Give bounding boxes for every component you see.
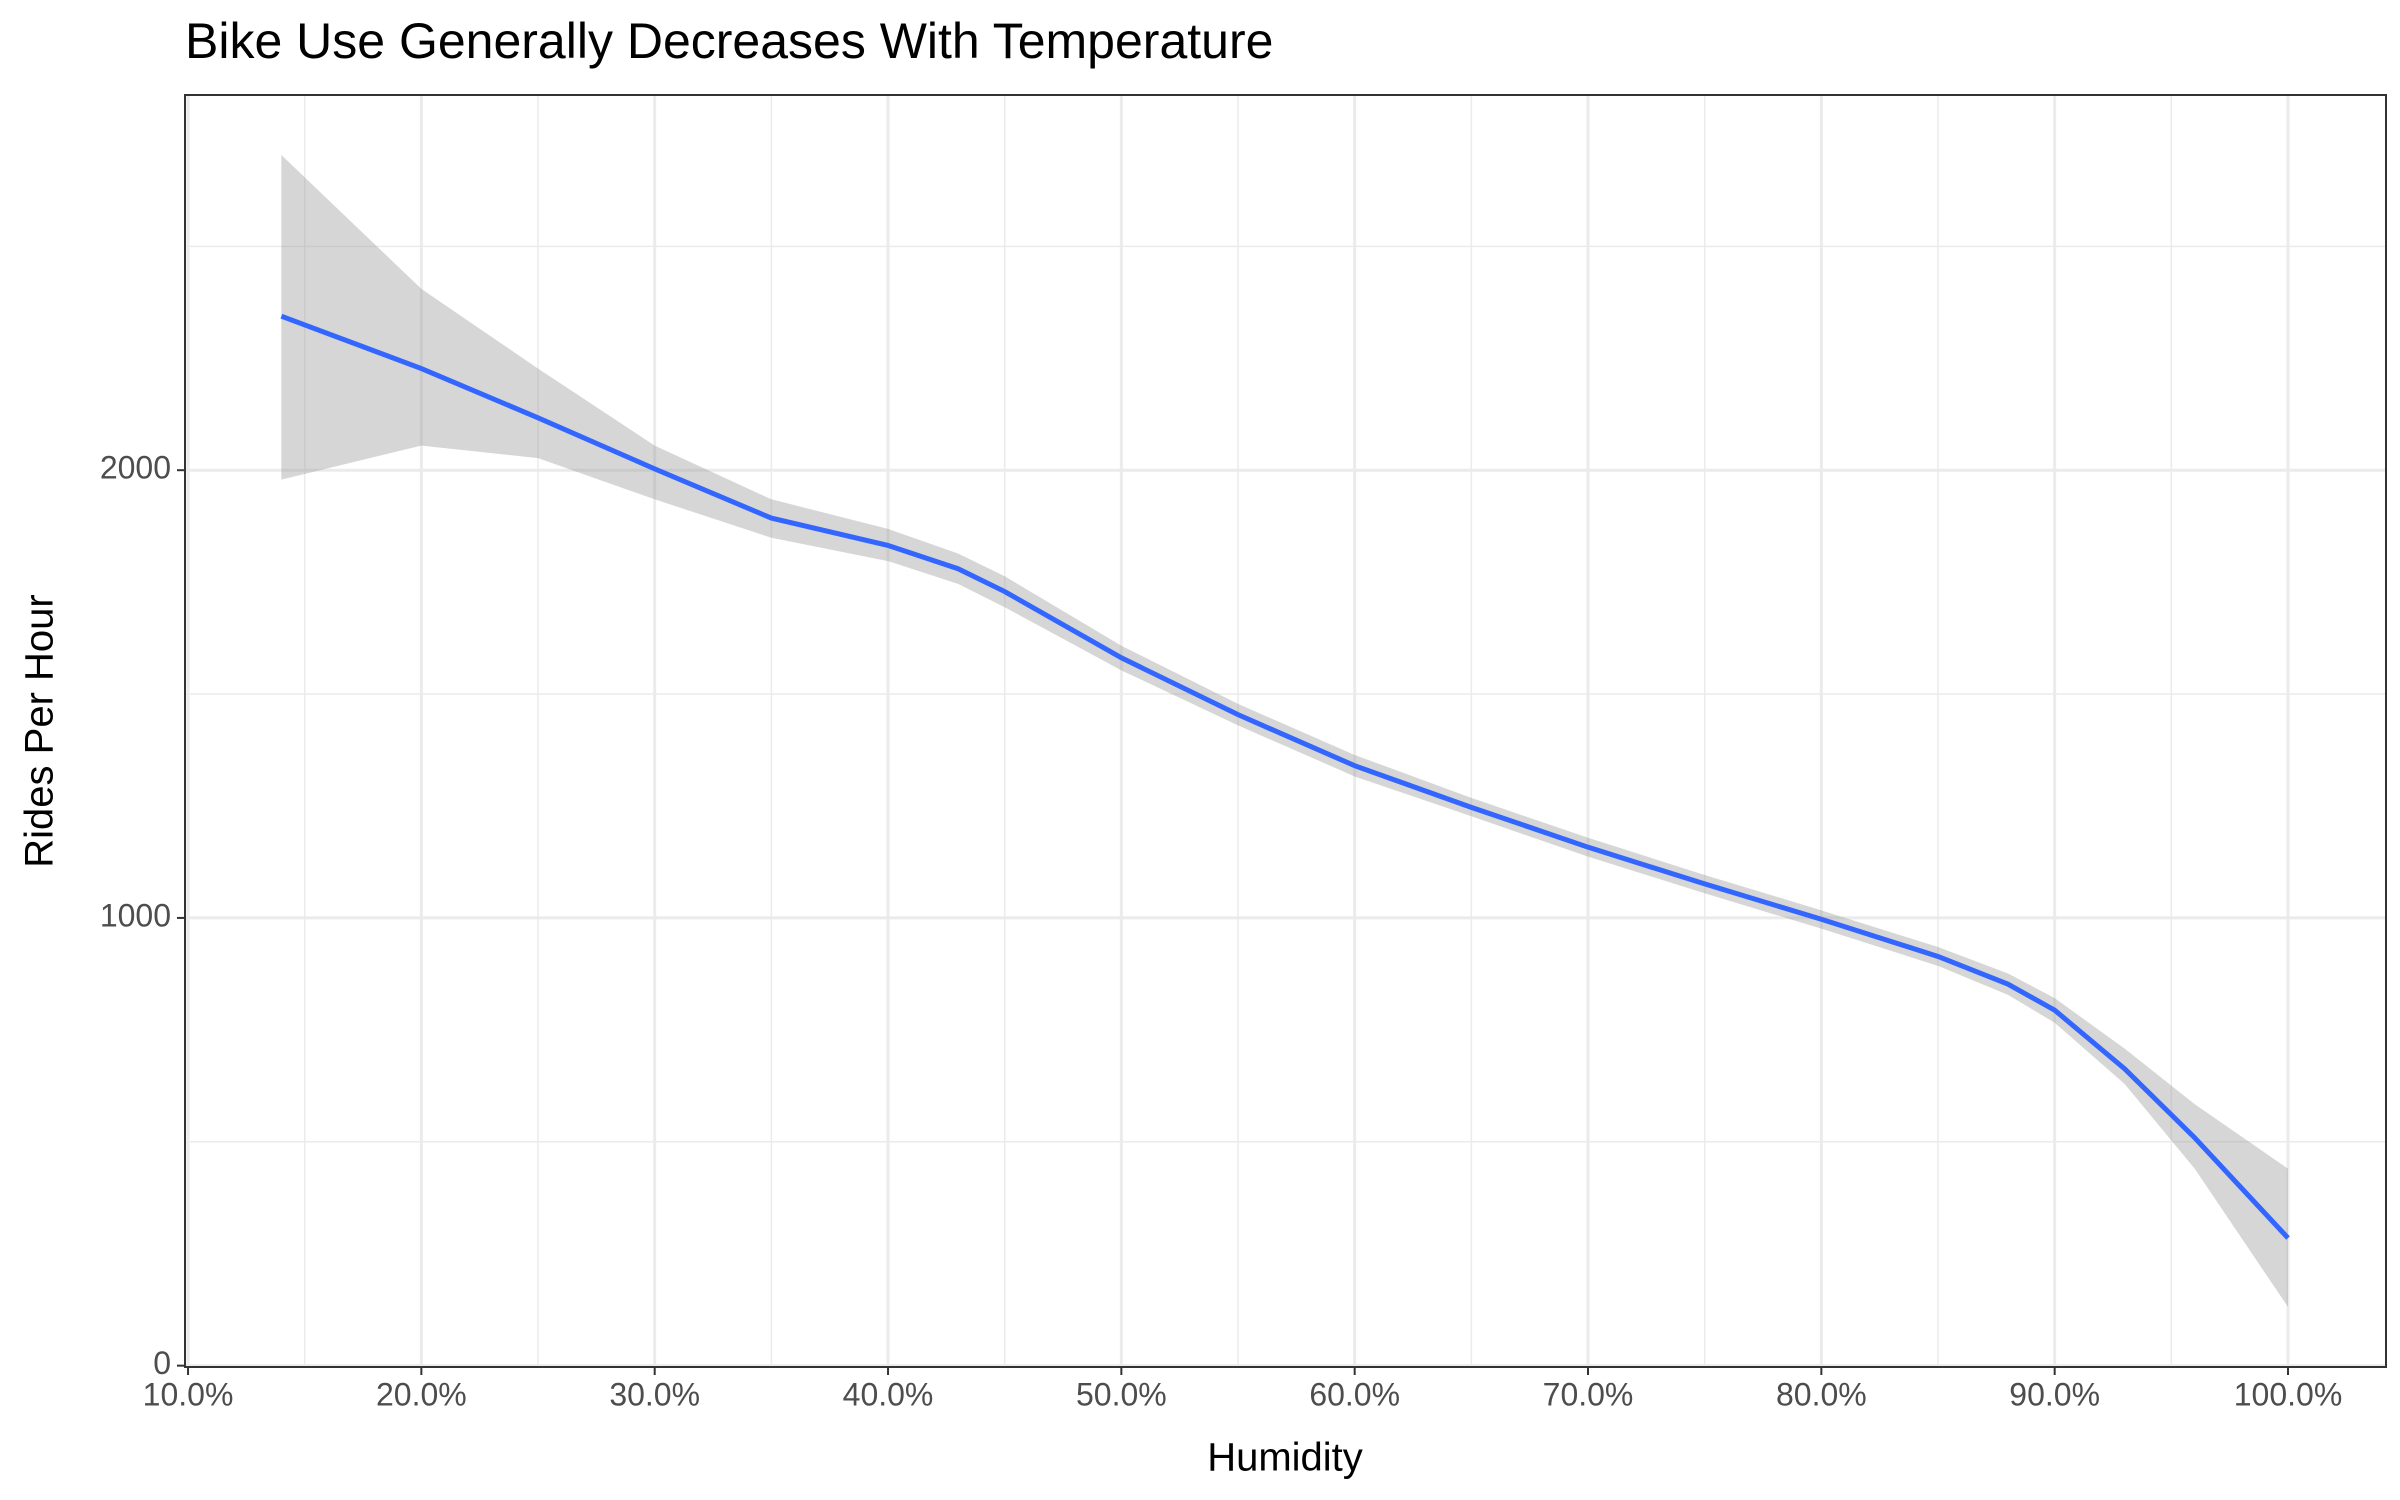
x-tick-label: 60.0% — [1309, 1376, 1400, 1412]
x-tick-label: 40.0% — [843, 1376, 934, 1412]
y-axis-title: Rides Per Hour — [18, 594, 62, 867]
panel-border — [184, 94, 2387, 1368]
y-tick-label: 2000 — [100, 450, 171, 486]
y-tick-label: 1000 — [100, 897, 171, 933]
x-tick-label: 90.0% — [2009, 1376, 2100, 1412]
x-tick-label: 70.0% — [1543, 1376, 1634, 1412]
chart-title: Bike Use Generally Decreases With Temper… — [185, 13, 1273, 69]
y-tick-label: 0 — [153, 1345, 171, 1381]
line — [280, 313, 2290, 1240]
x-tick-label: 80.0% — [1776, 1376, 1867, 1412]
x-tick-label: 50.0% — [1076, 1376, 1167, 1412]
x-tick-label: 100.0% — [2234, 1376, 2343, 1412]
x-axis-title: Humidity — [1207, 1436, 1363, 1480]
x-tick-label: 20.0% — [376, 1376, 467, 1412]
x-tick-label: 30.0% — [609, 1376, 700, 1412]
x-tick-label: 10.0% — [143, 1376, 234, 1412]
confidence-band — [281, 154, 2289, 1308]
